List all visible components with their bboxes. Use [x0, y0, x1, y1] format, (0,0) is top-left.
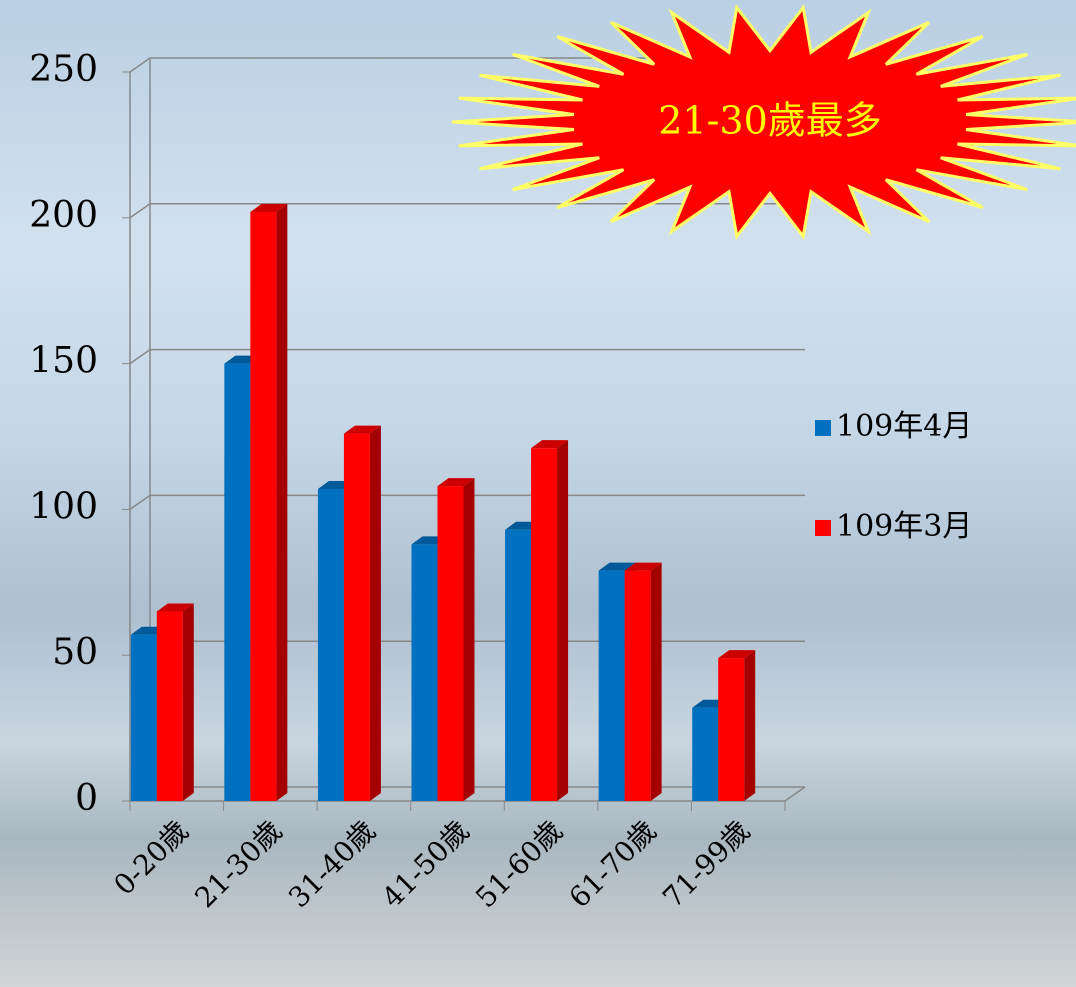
- bar: [718, 658, 745, 801]
- bar-side: [650, 562, 662, 801]
- bar-side: [276, 203, 288, 801]
- bar-top: [598, 562, 636, 571]
- bar-side: [463, 478, 475, 801]
- y-tick-label: 100: [29, 486, 98, 527]
- bar: [250, 211, 277, 801]
- x-tick-label: 61-70歲: [563, 814, 663, 914]
- y-tick-label: 50: [52, 632, 98, 673]
- bar-top: [343, 425, 381, 434]
- bar: [692, 707, 719, 801]
- bar: [224, 363, 251, 801]
- x-tick-label: 51-60歲: [469, 814, 569, 914]
- grid-line: [129, 203, 805, 219]
- starburst: [451, 3, 1076, 241]
- bar-side: [369, 425, 381, 801]
- legend-swatch: [815, 420, 831, 436]
- bar: [317, 488, 344, 801]
- bar-top: [156, 603, 194, 612]
- bar: [343, 433, 370, 801]
- y-tick-label: 200: [29, 195, 98, 236]
- x-tick-label: 71-99歲: [656, 814, 756, 914]
- y-tick-label: 150: [29, 341, 98, 382]
- grid-line: [129, 57, 805, 73]
- bar: [598, 570, 625, 801]
- bar-top: [437, 478, 475, 487]
- bar: [130, 634, 157, 801]
- legend-label: 109年3月: [836, 509, 972, 544]
- bar-top: [531, 440, 569, 449]
- grid-line: [129, 494, 805, 511]
- legend-label: 109年4月: [836, 409, 972, 444]
- bar-side: [557, 440, 569, 801]
- x-tick-label: 31-40歲: [282, 814, 382, 914]
- bar: [505, 529, 532, 801]
- bar: [411, 544, 438, 801]
- y-tick-label: 0: [75, 778, 98, 819]
- y-tick-label: 250: [29, 49, 98, 90]
- grid-line: [129, 348, 805, 365]
- bar: [437, 486, 464, 801]
- x-tick-label: 0-20歲: [107, 814, 195, 902]
- bar: [156, 611, 183, 801]
- x-tick-label: 41-50歲: [376, 814, 476, 914]
- bar-top: [250, 203, 288, 212]
- bar: [624, 570, 651, 801]
- bar-side: [182, 603, 194, 801]
- bar-top: [718, 650, 756, 659]
- legend-swatch: [815, 520, 831, 536]
- bar-side: [744, 650, 756, 801]
- annotation: 21-30歲最多: [658, 99, 882, 143]
- x-tick-label: 21-30歲: [188, 814, 288, 914]
- bar-top: [624, 562, 662, 571]
- bar: [531, 448, 558, 801]
